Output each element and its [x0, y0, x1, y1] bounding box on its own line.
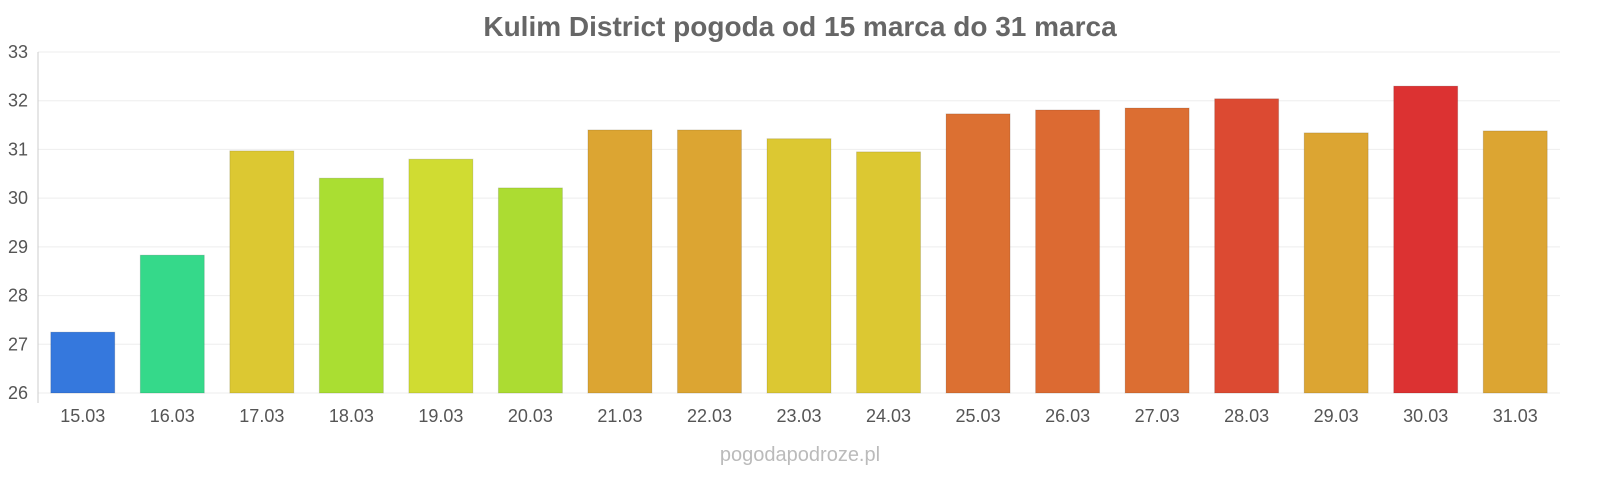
x-tick-label: 17.03: [239, 406, 284, 426]
y-tick-label: 28: [8, 286, 28, 306]
x-tick-label: 28.03: [1224, 406, 1269, 426]
x-tick-label: 18.03: [329, 406, 374, 426]
bar-28.03: [1214, 98, 1280, 394]
bar-25.03: [945, 113, 1011, 394]
x-tick-label: 31.03: [1493, 406, 1538, 426]
bar-20.03: [497, 187, 563, 394]
bar-19.03: [408, 158, 474, 394]
y-tick-label: 31: [8, 139, 28, 159]
y-tick-label: 27: [8, 334, 28, 354]
x-tick-label: 21.03: [597, 406, 642, 426]
x-tick-label: 27.03: [1135, 406, 1180, 426]
y-tick-label: 26: [8, 383, 28, 403]
x-tick-label: 26.03: [1045, 406, 1090, 426]
bar-17.03: [229, 150, 295, 394]
y-tick-label: 33: [8, 42, 28, 62]
x-tick-label: 25.03: [956, 406, 1001, 426]
bar-30.03: [1393, 85, 1459, 394]
bar-21.03: [587, 129, 653, 394]
bar-26.03: [1035, 109, 1101, 394]
y-tick-label: 30: [8, 188, 28, 208]
bar-31.03: [1482, 130, 1548, 394]
bar-15.03: [50, 331, 116, 394]
x-tick-label: 23.03: [776, 406, 821, 426]
bar-23.03: [766, 138, 832, 394]
x-tick-label: 30.03: [1403, 406, 1448, 426]
watermark: pogodapodroze.pl: [720, 444, 880, 466]
x-tick-label: 22.03: [687, 406, 732, 426]
bar-18.03: [318, 177, 384, 394]
bar-16.03: [139, 254, 205, 394]
bar-24.03: [856, 151, 922, 394]
bar-29.03: [1303, 132, 1369, 394]
bar-22.03: [676, 129, 742, 394]
y-tick-label: 29: [8, 237, 28, 257]
x-tick-label: 15.03: [60, 406, 105, 426]
y-tick-label: 32: [8, 91, 28, 111]
x-tick-label: 16.03: [150, 406, 195, 426]
bar-27.03: [1124, 107, 1190, 394]
x-tick-label: 20.03: [508, 406, 553, 426]
x-tick-label: 19.03: [418, 406, 463, 426]
x-tick-label: 29.03: [1314, 406, 1359, 426]
x-tick-label: 24.03: [866, 406, 911, 426]
chart-title: Kulim District pogoda od 15 marca do 31 …: [483, 11, 1117, 42]
